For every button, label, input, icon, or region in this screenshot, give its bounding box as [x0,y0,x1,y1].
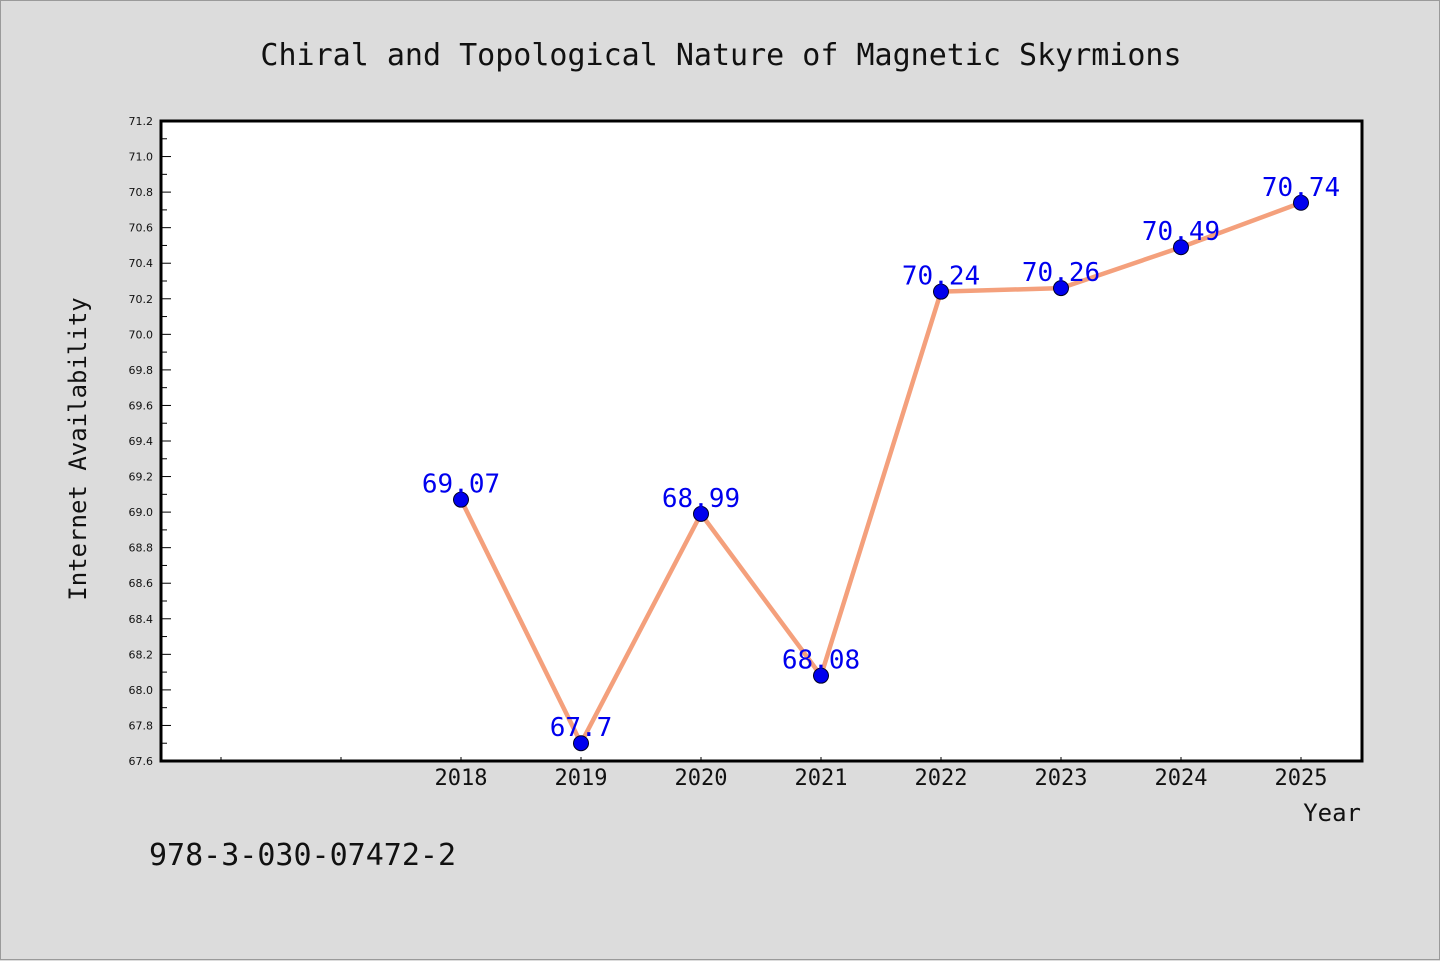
data-point [933,283,949,300]
y-tick-label: 67.8 [129,719,154,732]
y-tick-label: 70.8 [129,186,154,199]
y-tick-label: 69.0 [129,506,154,519]
y-tick-label: 67.6 [129,755,154,768]
x-tick-label: 2022 [915,766,968,791]
y-tick-label: 69.4 [129,435,154,448]
data-label: 68.99 [662,484,740,514]
y-tick-label: 68.0 [129,684,154,697]
x-axis: 2018 2019 2020 2021 2022 2023 2024 2025 [220,757,1328,791]
x-axis-title: Year [1303,799,1361,827]
isbn-text: 978-3-030-07472-2 [149,838,456,873]
y-tick-label: 68.8 [129,542,154,555]
y-tick-label: 68.2 [129,648,154,661]
y-tick-label: 70.0 [129,328,154,341]
series-layer: 69.07 67.7 68.99 68.08 70.24 70.26 70.49 70.74 [422,173,1340,752]
data-point [693,505,709,522]
y-tick-label: 68.4 [129,613,154,626]
y-tick-label: 71.2 [129,115,154,128]
y-tick-label: 69.6 [129,399,154,412]
x-tick-label: 2024 [1155,766,1208,791]
y-tick-label: 71.0 [129,151,154,164]
y-tick-label: 69.8 [129,364,154,377]
x-tick-label: 2023 [1035,766,1088,791]
data-label: 68.08 [782,646,860,676]
data-point [1173,239,1189,256]
plot-area [159,119,1364,763]
data-label: 70.74 [1262,173,1340,203]
data-label: 69.07 [422,470,500,500]
x-tick-label: 2019 [555,766,608,791]
data-point [813,667,829,684]
series-line [458,200,1304,746]
y-tick-label: 70.6 [129,222,154,235]
x-tick-label: 2021 [795,766,848,791]
x-tick-label: 2025 [1275,766,1328,791]
data-point [1293,194,1309,211]
x-tick-label: 2020 [675,766,728,791]
data-label: 67.7 [550,713,613,743]
y-axis-title: Internet Availability [64,297,92,600]
data-point [1053,280,1069,297]
data-label: 70.26 [1022,258,1100,288]
y-tick-label: 70.4 [129,257,154,270]
data-label: 70.24 [902,262,980,292]
data-label: 70.49 [1142,217,1220,247]
data-point [453,491,469,508]
y-axis: 67.6 67.8 68.0 68.2 68.4 68.6 68.8 69.0 69.2 69.4… [129,115,171,768]
y-tick-label: 68.6 [129,577,154,590]
data-point [573,735,589,752]
y-tick-label: 70.2 [129,293,154,306]
y-tick-label: 69.2 [129,471,154,484]
x-tick-label: 2018 [435,766,488,791]
chart-title: Chiral and Topological Nature of Magneti… [260,38,1181,73]
